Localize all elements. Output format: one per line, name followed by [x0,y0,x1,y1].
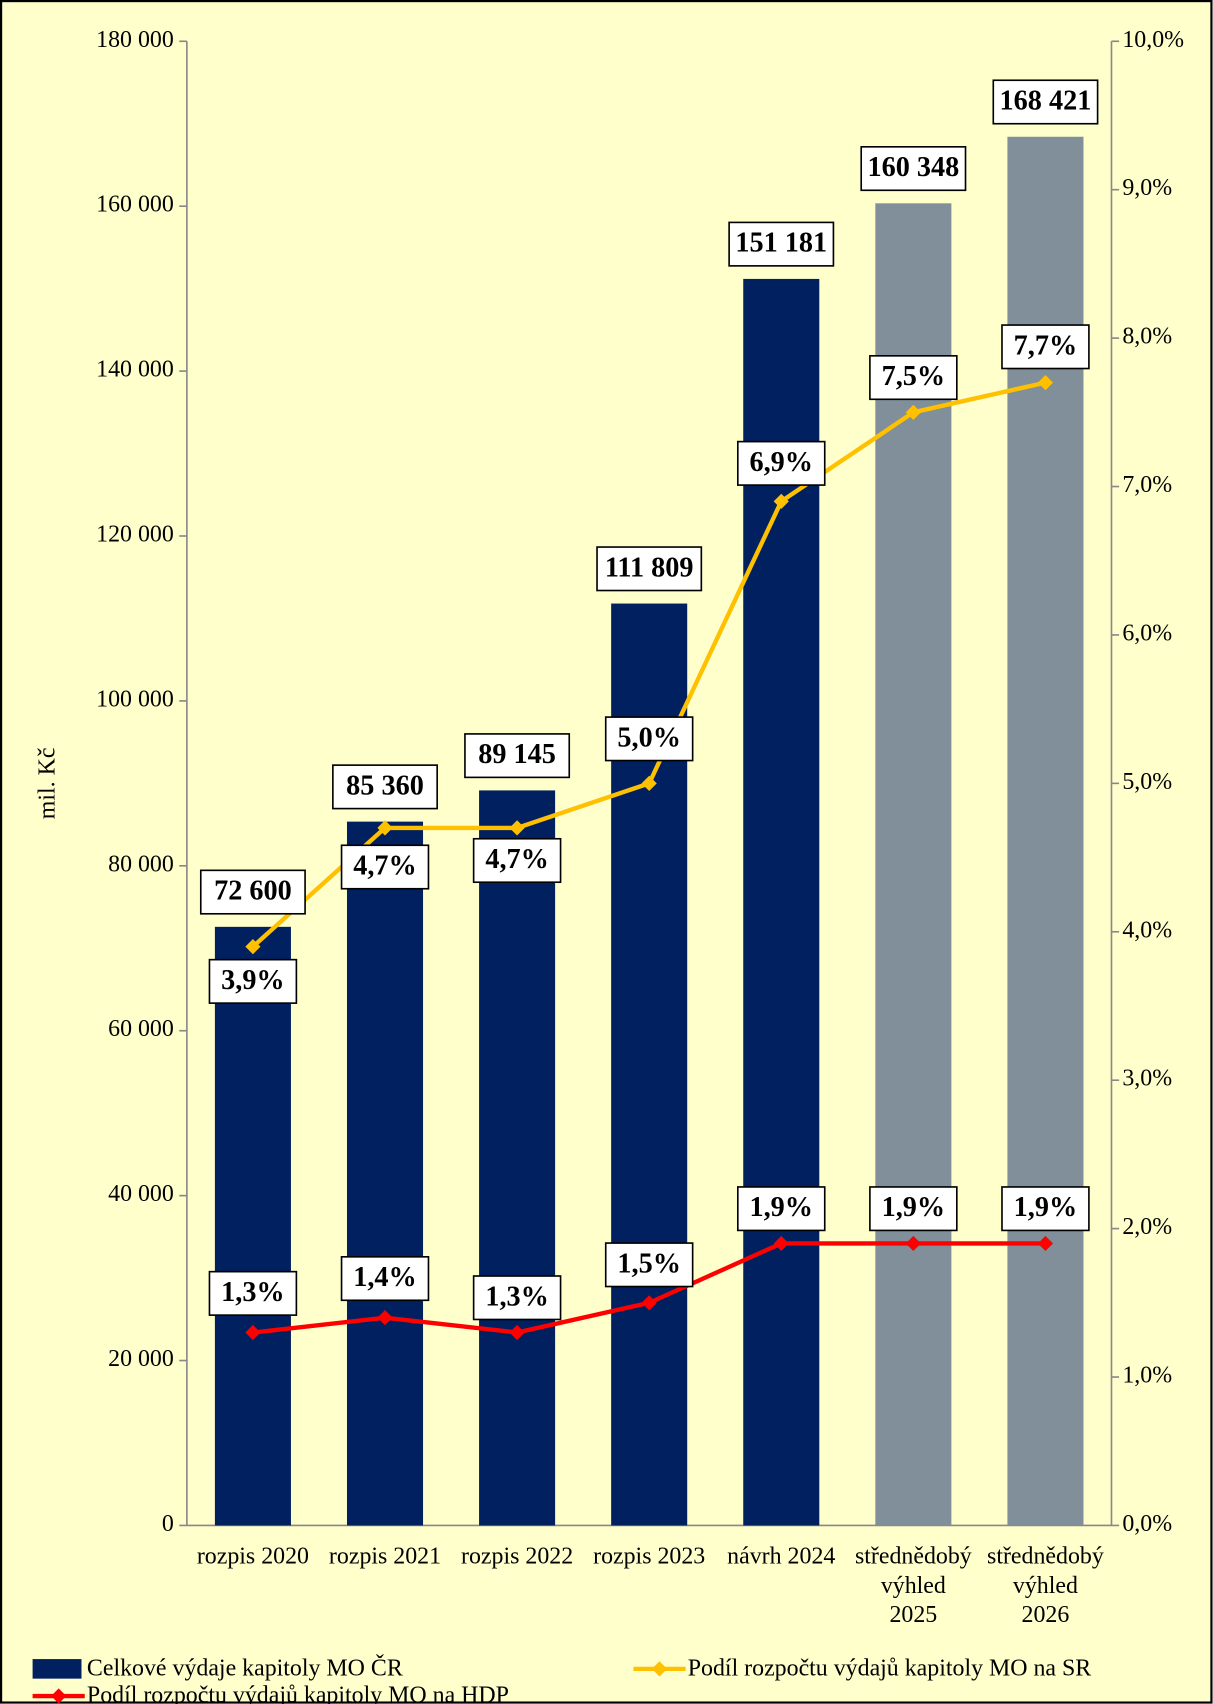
label-box [860,146,967,192]
legend-marker [651,1661,668,1677]
y-tick-label: 20 000 [108,1346,174,1372]
data-label: 72 600 [214,876,292,907]
x-tick-label: rozpis 2021 [329,1544,441,1570]
y-tick-label: 40 000 [108,1181,174,1207]
y-tick-label: 60 000 [108,1016,174,1042]
label-box [1001,1186,1090,1232]
y-tick-label: 140 000 [96,357,174,383]
data-label: 168 421 [1000,86,1092,117]
bar [875,203,952,1526]
x-tick-label: střednědobý [855,1544,972,1570]
label-box [604,716,694,762]
y-tick-label: 0 [162,1511,174,1537]
label-box [869,355,958,401]
data-label: 1,4% [353,1262,417,1293]
marker [905,1235,921,1252]
label-box [736,440,826,486]
x-tick-label: rozpis 2020 [197,1544,309,1570]
label-box [199,869,306,915]
y2-tick-label: 5,0% [1122,769,1172,795]
y2-tick-label: 0,0% [1122,1511,1172,1537]
x-tick-label: výhled [1013,1573,1078,1599]
legend-label: Celkové výdaje kapitoly MO ČR [87,1654,403,1681]
data-label: 1,9% [750,1192,814,1223]
y-tick-label: 160 000 [96,192,174,218]
y-tick-label: 120 000 [96,521,174,547]
y2-tick-label: 6,0% [1122,620,1172,646]
x-tick-label: 2025 [889,1602,937,1628]
marker [245,1324,261,1341]
bar [346,821,424,1526]
label-box [208,1270,298,1316]
y2-tick-label: 7,0% [1122,472,1172,498]
y2-tick-label: 3,0% [1122,1066,1172,1092]
label-box [1001,324,1090,370]
data-label: 160 348 [867,152,959,183]
legend-label: Podíl rozpočtu výdajů kapitoly MO na HDP [87,1683,509,1704]
y-tick-label: 100 000 [96,686,174,712]
y2-tick-label: 8,0% [1122,324,1172,350]
label-box [472,1275,562,1321]
label-box [464,733,571,779]
data-label: 89 145 [478,739,556,770]
label-box [340,844,430,890]
y-axis-title: mil. Kč [34,748,60,820]
marker [245,939,261,955]
legend-swatch [32,1659,82,1679]
x-tick-label: návrh 2024 [727,1544,835,1570]
y-tick-label: 80 000 [108,851,174,877]
label-box [332,764,438,810]
label-box [208,958,298,1004]
data-label: 7,5% [882,361,946,392]
data-label: 1,5% [617,1248,681,1279]
data-label: 1,3% [485,1281,549,1312]
bar [479,790,556,1526]
y2-tick-label: 4,0% [1122,917,1172,943]
x-tick-label: střednědobý [987,1544,1104,1570]
label-box [340,1256,430,1302]
label-box [604,1242,694,1288]
data-label: 4,7% [353,851,417,882]
x-tick-label: výhled [881,1573,946,1599]
data-label: 85 360 [346,770,424,801]
x-tick-label: 2026 [1022,1602,1070,1628]
data-label: 111 809 [605,552,694,583]
data-label: 6,9% [750,447,814,478]
data-label: 3,9% [221,965,285,996]
data-label: 151 181 [735,228,827,259]
data-label: 7,7% [1014,330,1078,361]
bar [214,926,291,1526]
data-label: 1,9% [882,1192,946,1223]
label-box [472,837,562,884]
x-tick-label: rozpis 2022 [461,1544,573,1570]
marker [905,404,921,420]
y2-tick-label: 9,0% [1122,175,1172,201]
y2-tick-label: 2,0% [1122,1214,1172,1240]
data-label: 1,9% [1014,1192,1078,1223]
label-box [869,1186,958,1232]
label-box [992,79,1099,125]
label-box [596,546,703,592]
y-tick-label: 180 000 [96,27,174,53]
x-tick-label: rozpis 2023 [593,1544,705,1570]
label-box [736,1186,826,1232]
data-label: 4,7% [485,844,549,875]
data-label: 5,0% [617,722,681,753]
data-label: 1,3% [221,1277,285,1308]
y2-tick-label: 10,0% [1122,27,1184,53]
label-box [728,221,835,267]
legend-label: Podíl rozpočtu výdajů kapitoly MO na SR [688,1655,1092,1681]
y2-tick-label: 1,0% [1122,1363,1172,1389]
